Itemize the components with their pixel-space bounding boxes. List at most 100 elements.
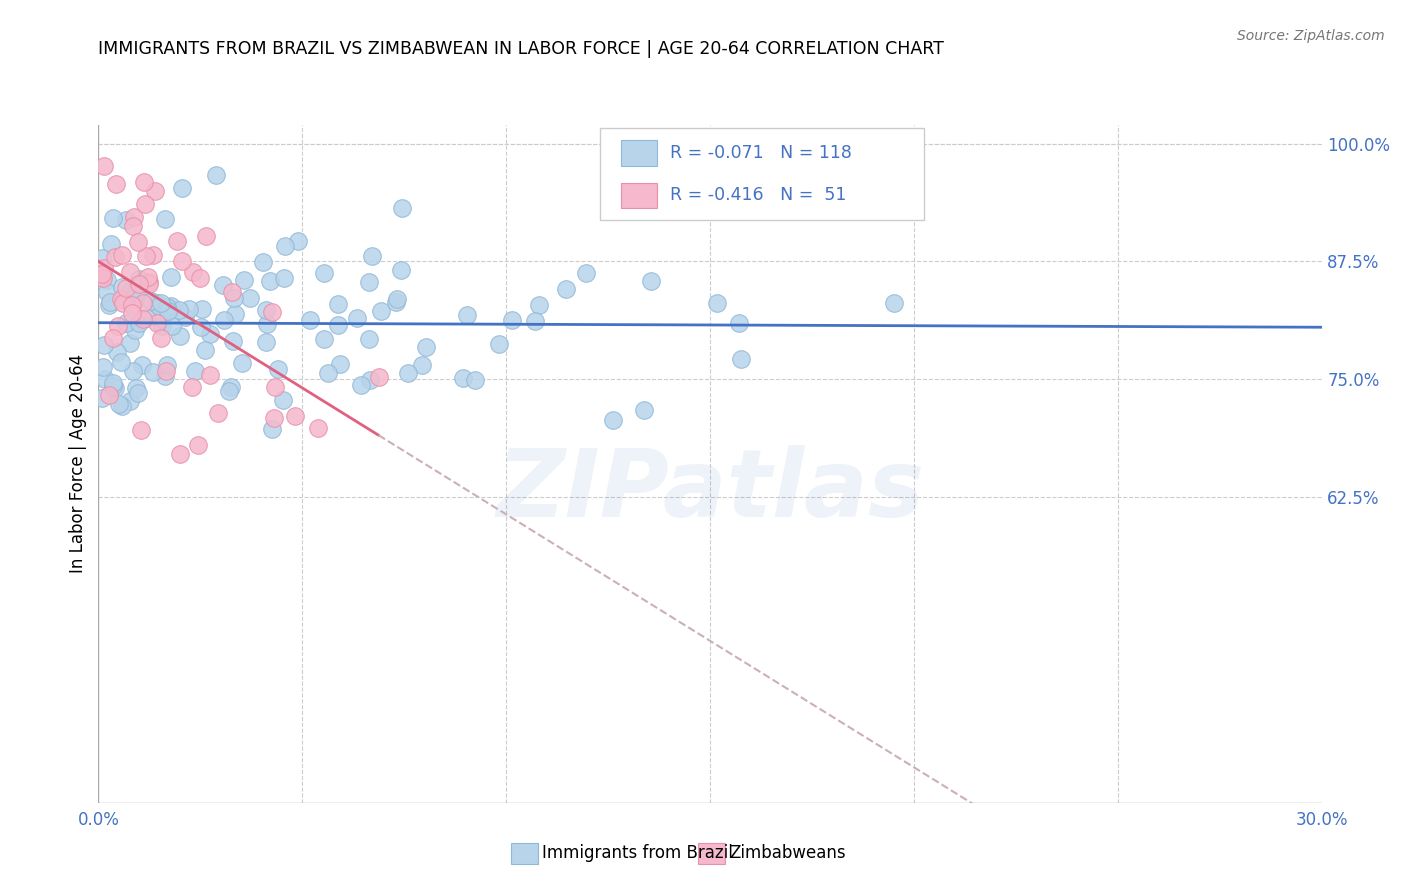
- Point: [219, 380, 242, 394]
- Point: [453, 370, 475, 384]
- Point: [112, 295, 135, 310]
- Point: [188, 271, 211, 285]
- Point: [156, 358, 179, 372]
- Point: [131, 312, 153, 326]
- Point: [254, 335, 277, 350]
- Point: [159, 270, 181, 285]
- Point: [118, 394, 141, 409]
- Point: [254, 303, 277, 318]
- Point: [212, 277, 235, 292]
- Point: [212, 312, 235, 326]
- Point: [187, 438, 209, 452]
- Point: [314, 332, 336, 346]
- Point: [108, 396, 131, 410]
- Point: [110, 292, 132, 306]
- Point: [93, 270, 115, 285]
- Point: [350, 378, 373, 392]
- Point: [287, 234, 309, 248]
- Point: [138, 276, 160, 290]
- Point: [256, 317, 278, 331]
- Point: [135, 311, 157, 326]
- Point: [204, 168, 226, 182]
- Text: Source: ZipAtlas.com: Source: ZipAtlas.com: [1237, 29, 1385, 43]
- Point: [273, 271, 295, 285]
- Point: [194, 343, 217, 358]
- Point: [150, 311, 173, 326]
- Point: [190, 319, 212, 334]
- Point: [111, 399, 134, 413]
- Point: [124, 323, 146, 337]
- Text: IMMIGRANTS FROM BRAZIL VS ZIMBABWEAN IN LABOR FORCE | AGE 20-64 CORRELATION CHAR: IMMIGRANTS FROM BRAZIL VS ZIMBABWEAN IN …: [98, 40, 945, 58]
- Text: Zimbabweans: Zimbabweans: [730, 844, 846, 862]
- Point: [329, 358, 352, 372]
- Point: [150, 319, 173, 334]
- Point: [121, 364, 143, 378]
- Bar: [697, 844, 724, 863]
- Point: [149, 330, 172, 344]
- Point: [122, 210, 145, 224]
- Point: [127, 386, 149, 401]
- Point: [142, 365, 165, 379]
- Point: [181, 265, 204, 279]
- Point: [328, 318, 350, 333]
- Point: [115, 281, 138, 295]
- FancyBboxPatch shape: [600, 128, 924, 219]
- Point: [136, 269, 159, 284]
- Point: [91, 251, 114, 265]
- Point: [159, 299, 181, 313]
- Point: [411, 358, 433, 372]
- Point: [191, 301, 214, 316]
- Point: [398, 366, 420, 380]
- Point: [100, 237, 122, 252]
- Point: [706, 296, 728, 310]
- Point: [148, 299, 170, 313]
- Point: [97, 388, 120, 402]
- Point: [115, 212, 138, 227]
- Point: [132, 176, 155, 190]
- Point: [221, 285, 243, 299]
- Point: [180, 380, 202, 394]
- Point: [207, 407, 229, 421]
- Text: Immigrants from Brazil: Immigrants from Brazil: [543, 844, 734, 862]
- Point: [128, 271, 150, 285]
- Point: [252, 255, 274, 269]
- Point: [153, 369, 176, 384]
- Point: [194, 228, 217, 243]
- Point: [96, 285, 118, 300]
- Point: [153, 212, 176, 227]
- Point: [298, 313, 321, 327]
- Point: [284, 409, 307, 424]
- Point: [115, 316, 138, 330]
- Point: [104, 381, 127, 395]
- Point: [308, 421, 330, 435]
- Point: [231, 356, 253, 370]
- Point: [101, 331, 124, 345]
- Point: [134, 197, 156, 211]
- Point: [384, 294, 406, 309]
- Point: [173, 310, 195, 325]
- Point: [128, 317, 150, 331]
- Point: [555, 282, 578, 296]
- Point: [131, 296, 153, 310]
- Point: [131, 358, 153, 372]
- Bar: [620, 183, 658, 208]
- Bar: [510, 844, 537, 863]
- Point: [385, 293, 408, 307]
- Point: [184, 364, 207, 378]
- Point: [367, 370, 389, 384]
- Point: [359, 373, 381, 387]
- Point: [101, 211, 124, 225]
- Point: [146, 316, 169, 330]
- Point: [160, 319, 183, 334]
- Point: [391, 202, 413, 216]
- Point: [105, 344, 128, 359]
- Point: [370, 303, 392, 318]
- Point: [93, 159, 115, 173]
- Point: [359, 275, 381, 289]
- Point: [101, 378, 124, 392]
- Point: [98, 298, 121, 312]
- Point: [169, 447, 191, 461]
- Point: [107, 318, 129, 333]
- Point: [501, 313, 523, 327]
- Point: [640, 274, 662, 288]
